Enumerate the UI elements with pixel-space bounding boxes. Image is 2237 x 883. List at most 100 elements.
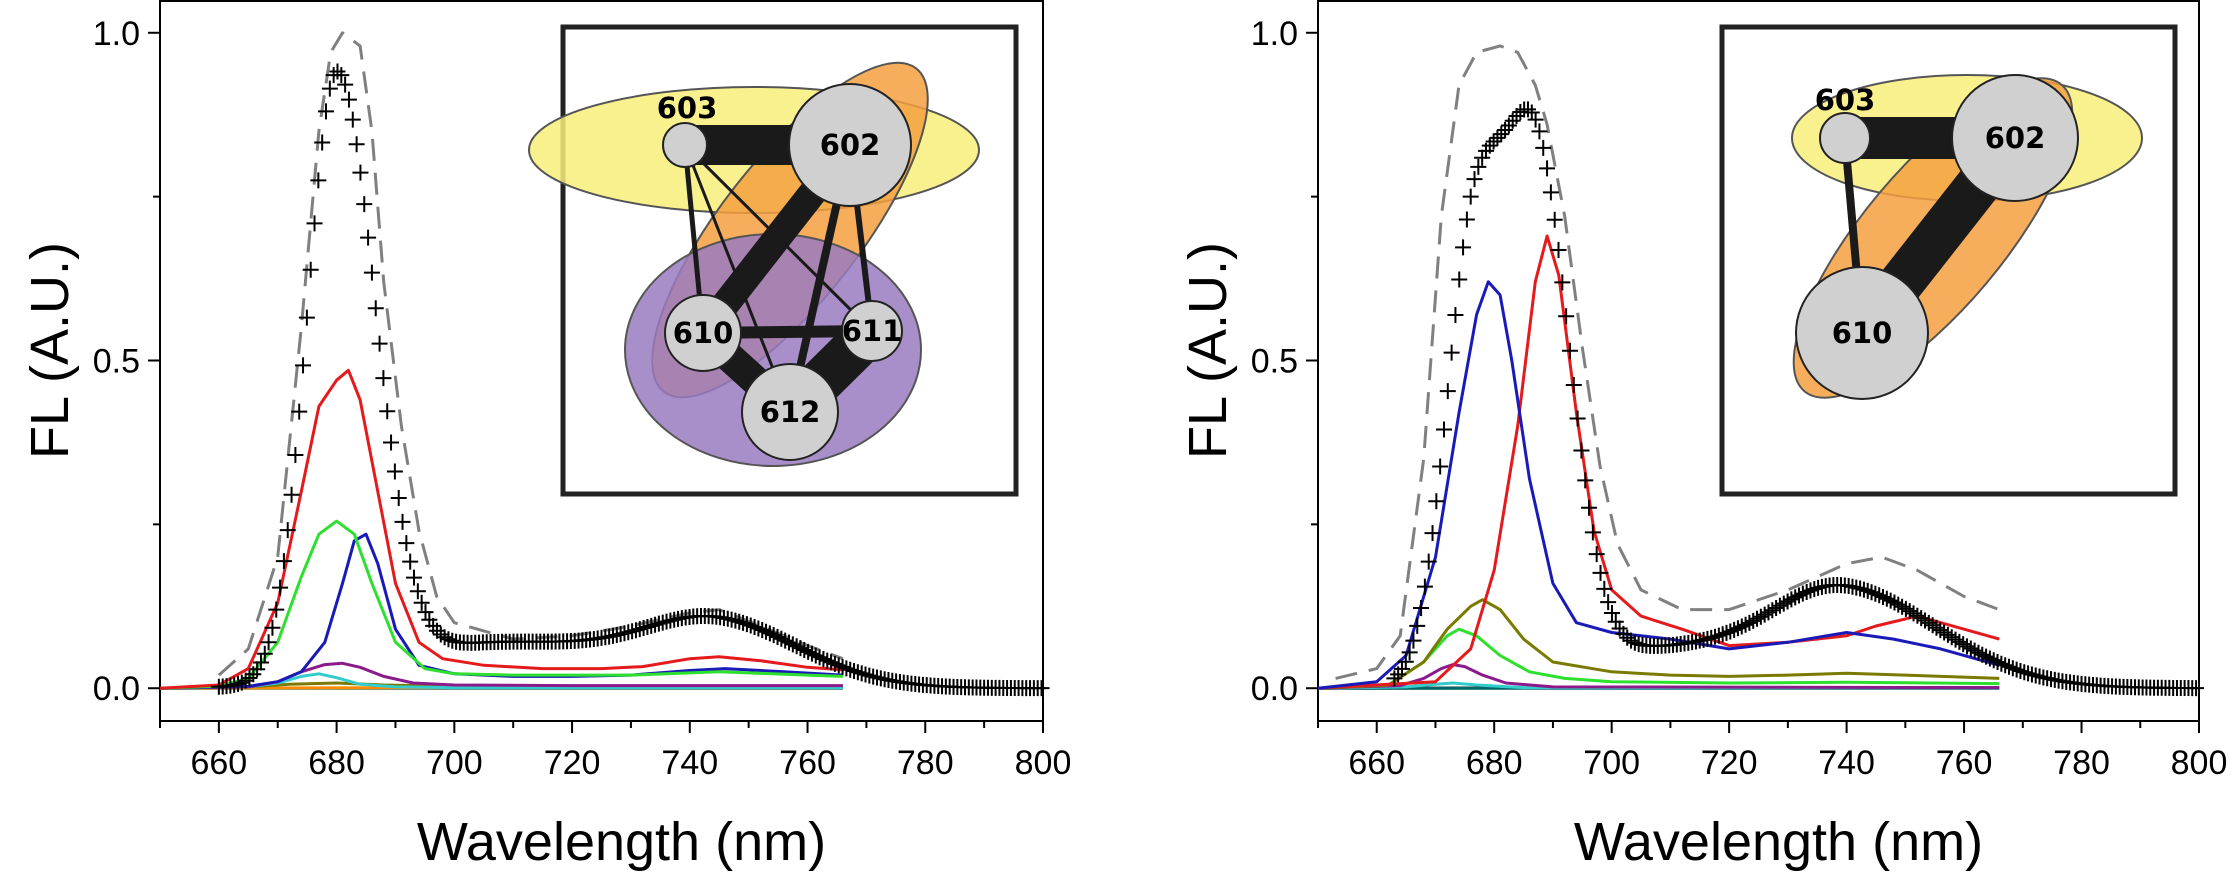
measured-point bbox=[819, 652, 836, 669]
measured-point bbox=[1863, 584, 1880, 601]
measured-point bbox=[1416, 578, 1433, 595]
measured-point bbox=[1989, 654, 2006, 671]
measured-point bbox=[796, 642, 813, 659]
x-tick-label: 660 bbox=[190, 744, 247, 782]
measured-point bbox=[1603, 604, 1620, 621]
measured-point bbox=[2008, 661, 2025, 678]
measured-point bbox=[1497, 122, 1514, 139]
measured-point bbox=[352, 164, 369, 181]
y-tick-label: 0.5 bbox=[1251, 343, 1298, 381]
y-tick-label: 1.0 bbox=[93, 15, 140, 53]
measured-point bbox=[1462, 188, 1479, 205]
measured-point bbox=[1875, 588, 1892, 605]
measured-point bbox=[344, 111, 361, 128]
measured-point bbox=[1737, 616, 1754, 633]
measured-point bbox=[318, 103, 335, 120]
measured-point bbox=[1554, 274, 1571, 291]
measured-point bbox=[417, 604, 434, 621]
node-label: 610 bbox=[1832, 316, 1893, 350]
measured-point bbox=[1615, 625, 1632, 642]
measured-point bbox=[329, 63, 346, 80]
component-curve bbox=[1317, 598, 2000, 690]
measured-point bbox=[761, 625, 778, 642]
measured-point bbox=[1981, 650, 1998, 667]
measured-point bbox=[1455, 239, 1472, 256]
measured-point bbox=[1703, 629, 1720, 646]
measured-point bbox=[1890, 596, 1907, 613]
measured-point bbox=[1752, 608, 1769, 625]
measured-point bbox=[1588, 546, 1605, 563]
node-label: 610 bbox=[673, 316, 734, 350]
measured-point bbox=[1600, 594, 1617, 611]
measured-point bbox=[1432, 458, 1449, 475]
measured-point bbox=[375, 370, 392, 387]
measured-point bbox=[394, 513, 411, 530]
node-612 bbox=[741, 363, 839, 461]
measured-point bbox=[1428, 493, 1445, 510]
node-label: 602 bbox=[1985, 121, 2046, 155]
fit-curve bbox=[1335, 44, 2000, 680]
measured-point bbox=[1409, 617, 1426, 634]
y-tick-label: 0.0 bbox=[1251, 670, 1298, 708]
measured-point bbox=[2020, 665, 2037, 682]
x-tick-label: 700 bbox=[426, 744, 483, 782]
chart-panel-2: 660 680 700 720 740 760 780 800 0.0 0.5 1.0 Wavelen… bbox=[1178, 0, 2227, 872]
component-curve bbox=[159, 368, 844, 690]
measured-point bbox=[1791, 587, 1808, 604]
measured-point bbox=[1413, 599, 1430, 616]
measured-point bbox=[1993, 655, 2010, 672]
measured-point bbox=[1810, 579, 1827, 596]
measured-point bbox=[1474, 149, 1491, 166]
measured-point bbox=[1577, 472, 1594, 489]
measured-point bbox=[811, 649, 828, 666]
node-label: 611 bbox=[842, 314, 903, 348]
measured-point bbox=[735, 614, 752, 631]
measured-point bbox=[635, 620, 652, 637]
component-curve bbox=[159, 532, 843, 690]
measured-point bbox=[1729, 620, 1746, 637]
measured-point bbox=[428, 622, 445, 639]
node-label: 612 bbox=[760, 395, 821, 429]
measured-point bbox=[406, 569, 423, 586]
measured-point bbox=[846, 663, 863, 680]
node-label: 603 bbox=[1815, 83, 1876, 117]
measured-point bbox=[1489, 129, 1506, 146]
measured-point bbox=[1710, 627, 1727, 644]
measured-point bbox=[2001, 658, 2017, 675]
chart-panel-1: 660 680 700 720 740 760 780 800 0.0 0.5 1.0 Wavelen… bbox=[20, 0, 1071, 872]
measured-point bbox=[390, 490, 407, 507]
node-610 bbox=[1795, 266, 1929, 400]
measured-point bbox=[1443, 344, 1460, 361]
measured-point bbox=[1718, 624, 1735, 641]
measured-point bbox=[1771, 597, 1788, 614]
coupling-edge bbox=[683, 143, 874, 333]
measured-point bbox=[310, 172, 327, 189]
measured-point bbox=[800, 643, 817, 660]
node-603 bbox=[662, 122, 708, 168]
measured-point bbox=[1569, 410, 1586, 427]
measured-point bbox=[279, 522, 296, 539]
measured-point bbox=[1508, 108, 1525, 125]
measured-point bbox=[1959, 638, 1975, 655]
measured-point bbox=[1584, 524, 1601, 541]
measured-point bbox=[1405, 632, 1422, 649]
measured-point bbox=[1699, 630, 1716, 647]
measured-point bbox=[2023, 666, 2040, 683]
measured-point bbox=[1867, 585, 1884, 602]
measured-point bbox=[1852, 580, 1869, 597]
measured-point bbox=[1798, 583, 1815, 600]
measured-point bbox=[298, 309, 315, 326]
measured-point bbox=[1886, 594, 1903, 611]
measured-point bbox=[738, 616, 755, 633]
measured-point bbox=[1871, 587, 1888, 604]
measured-point bbox=[1806, 581, 1823, 598]
measured-point bbox=[340, 91, 357, 108]
measured-point bbox=[241, 669, 258, 686]
measured-point bbox=[1539, 160, 1556, 177]
measured-point bbox=[1466, 171, 1483, 188]
measured-point bbox=[780, 634, 797, 651]
measured-point bbox=[413, 594, 430, 611]
measured-point bbox=[1855, 581, 1872, 598]
measured-point bbox=[386, 463, 403, 480]
node-602 bbox=[788, 83, 912, 207]
